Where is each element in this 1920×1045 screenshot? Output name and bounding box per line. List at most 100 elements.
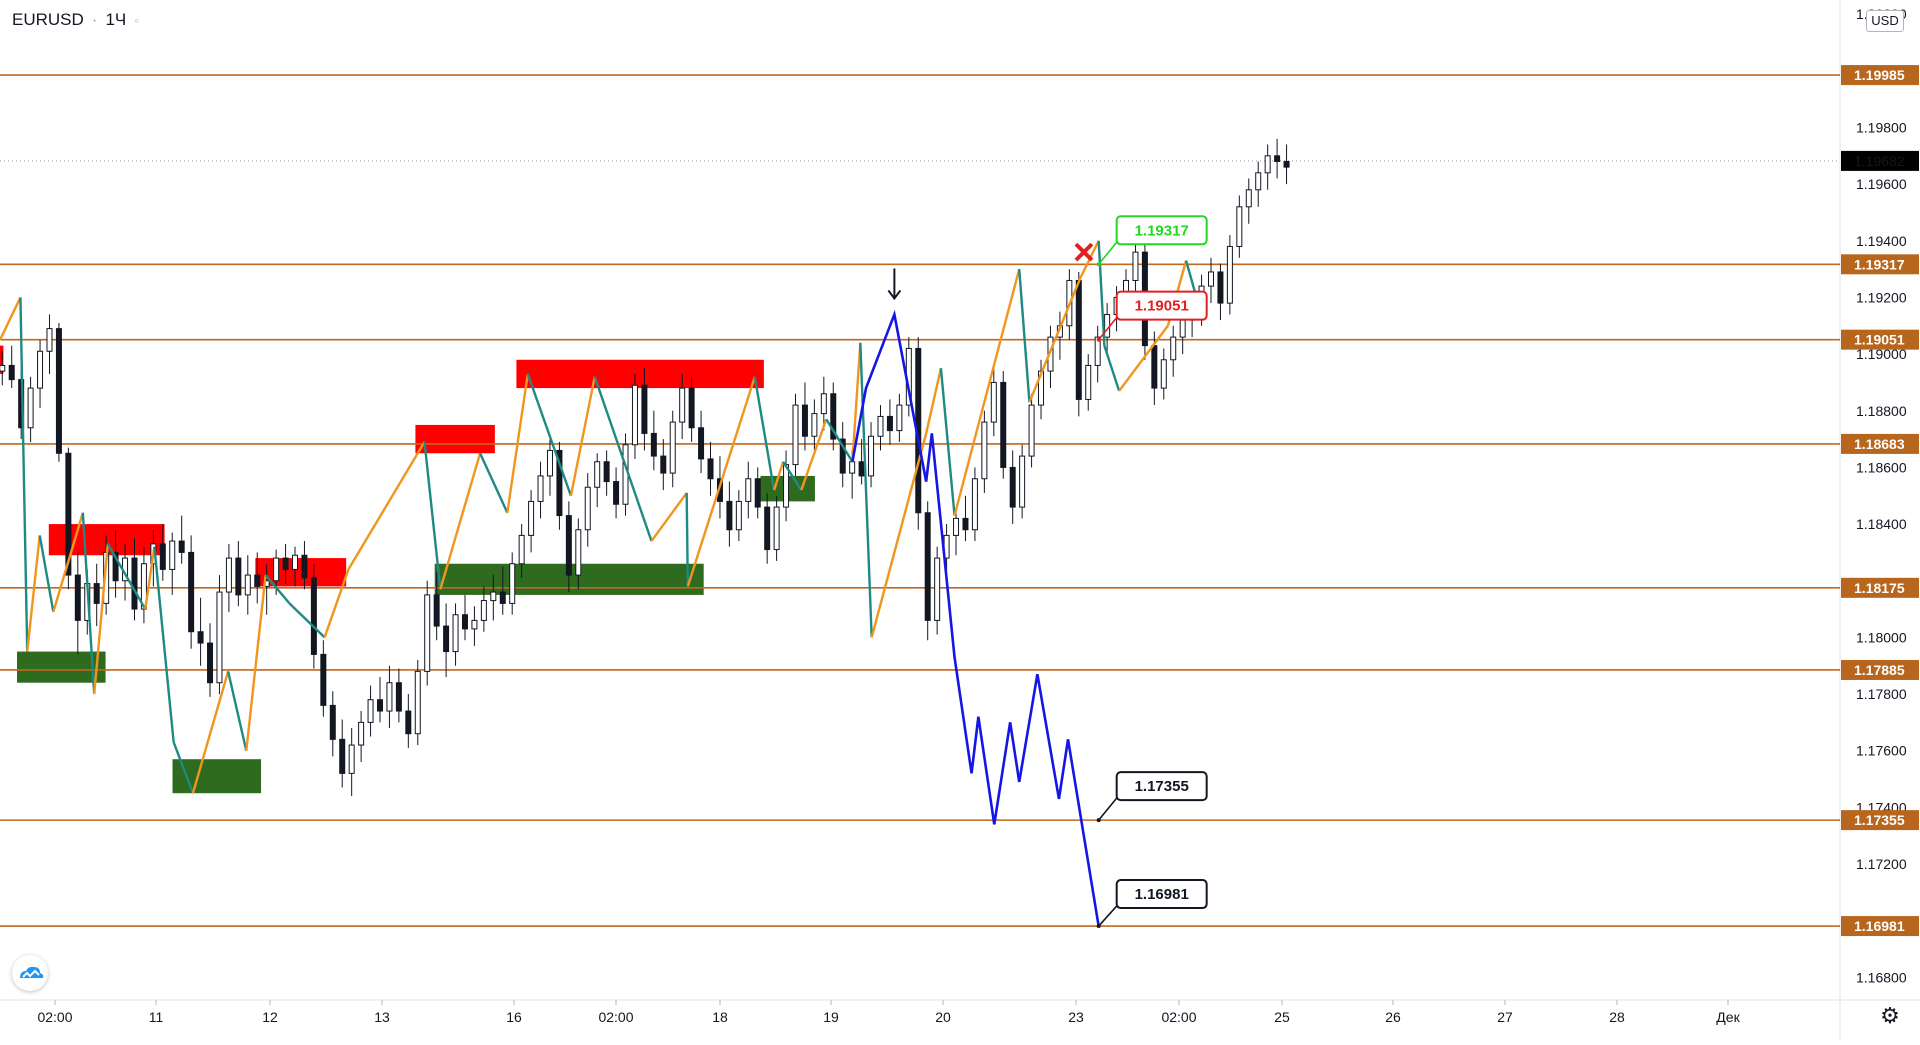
- callout-anchor: [1096, 337, 1101, 342]
- candle-body: [1283, 160, 1290, 168]
- settings-gear-icon[interactable]: ⚙: [1880, 1004, 1900, 1029]
- candle-body: [367, 699, 374, 723]
- candle-body: [820, 393, 827, 415]
- candle-body: [868, 435, 875, 477]
- candle-body: [962, 517, 969, 531]
- callout-label: 1.19317: [1135, 222, 1189, 239]
- candle-body: [556, 449, 563, 517]
- zigzag-segment: [753, 376, 776, 491]
- candle-body: [93, 583, 100, 604]
- candle-body: [546, 449, 553, 477]
- candle-body: [934, 557, 941, 621]
- candle-body: [216, 591, 223, 684]
- zigzag-segment: [191, 671, 230, 794]
- callout-pointer: [1098, 905, 1118, 927]
- callout-box: [1115, 771, 1208, 802]
- candle-body: [461, 614, 468, 630]
- zigzag-segment: [323, 569, 350, 638]
- candle-body: [1085, 364, 1092, 400]
- callout-box: [1115, 879, 1208, 910]
- candle-body: [433, 594, 440, 627]
- candle-body: [877, 415, 884, 437]
- callout-pointer: [1098, 241, 1118, 265]
- price-tick-label: 1.18400: [1856, 516, 1907, 532]
- zigzag-segment: [526, 373, 573, 497]
- candle-body: [320, 653, 327, 706]
- candle-body: [225, 557, 232, 593]
- level-price-badge: [1841, 254, 1919, 275]
- candle-body: [1019, 455, 1026, 508]
- zigzag-segment: [19, 297, 29, 652]
- candle-body: [282, 557, 289, 570]
- candle-body: [679, 387, 686, 423]
- candle-body: [46, 328, 53, 352]
- symbol-title[interactable]: EURUSD · 1Ч ◦: [12, 10, 139, 30]
- candle-body: [584, 486, 591, 531]
- time-tick-label: 28: [1609, 1009, 1625, 1025]
- currency-badge[interactable]: USD: [1866, 10, 1904, 32]
- callout-box: [1115, 290, 1208, 321]
- price-tick-label: 1.19600: [1856, 176, 1907, 192]
- zigzag-segment: [93, 543, 110, 695]
- more-icon[interactable]: ◦: [134, 12, 140, 28]
- level-price-badge: [1841, 65, 1919, 86]
- candle-body: [197, 631, 204, 644]
- candle-body: [631, 384, 638, 446]
- price-tick-label: 1.16800: [1856, 969, 1907, 985]
- candle-body: [254, 574, 261, 587]
- last-price-badge: [1841, 150, 1919, 171]
- candle-body: [1170, 336, 1177, 361]
- zigzag-segment: [870, 433, 928, 638]
- time-tick-label: 16: [506, 1009, 522, 1025]
- time-tick-label: 26: [1385, 1009, 1401, 1025]
- candle-body: [207, 642, 214, 684]
- candle-body: [27, 387, 34, 429]
- candle-body: [244, 574, 251, 596]
- cross-icon: [1074, 242, 1094, 262]
- time-tick-label: 19: [823, 1009, 839, 1025]
- zigzag-segment: [782, 461, 803, 491]
- price-tick-label: 1.17600: [1856, 743, 1907, 759]
- candle-body: [159, 543, 166, 570]
- callout-anchor: [1096, 262, 1101, 267]
- candle-body: [329, 704, 336, 740]
- candle-body: [55, 328, 62, 454]
- supply-zone: [0, 345, 4, 374]
- candle-body: [603, 461, 610, 483]
- candle-body: [1179, 319, 1186, 338]
- candle-body: [858, 461, 865, 477]
- candle-body: [499, 591, 506, 604]
- zigzag-segment: [859, 342, 873, 638]
- zigzag-segment: [106, 543, 147, 610]
- candle-body: [528, 500, 535, 536]
- candle-body: [1104, 313, 1111, 338]
- candle-body: [754, 478, 761, 508]
- candle-body: [131, 557, 138, 610]
- candle-body: [235, 557, 242, 596]
- logo-icon[interactable]: [12, 955, 48, 991]
- candle-body: [811, 413, 818, 437]
- candle-body: [37, 350, 44, 389]
- zigzag-segment: [650, 492, 688, 542]
- level-price-label: 1.16981: [1854, 918, 1905, 934]
- callout-label: 1.19051: [1135, 298, 1189, 315]
- zigzag-segment: [264, 574, 291, 605]
- zigzag-segment: [439, 452, 482, 590]
- candle-body: [1255, 172, 1262, 191]
- price-tick-label: 1.19000: [1856, 346, 1907, 362]
- candle-body: [1151, 345, 1158, 389]
- zigzag-segment: [939, 368, 956, 516]
- zigzag-segment: [288, 602, 326, 639]
- candle-body: [641, 384, 648, 434]
- candle-body: [1160, 359, 1167, 389]
- candle-body: [953, 517, 960, 536]
- time-tick-label: 18: [712, 1009, 728, 1025]
- zigzag-segment: [506, 373, 529, 513]
- candle-body: [745, 478, 752, 502]
- candle-body: [792, 404, 799, 466]
- candle-body: [74, 574, 81, 621]
- time-tick-label: 27: [1497, 1009, 1513, 1025]
- price-tick-label: 1.18800: [1856, 403, 1907, 419]
